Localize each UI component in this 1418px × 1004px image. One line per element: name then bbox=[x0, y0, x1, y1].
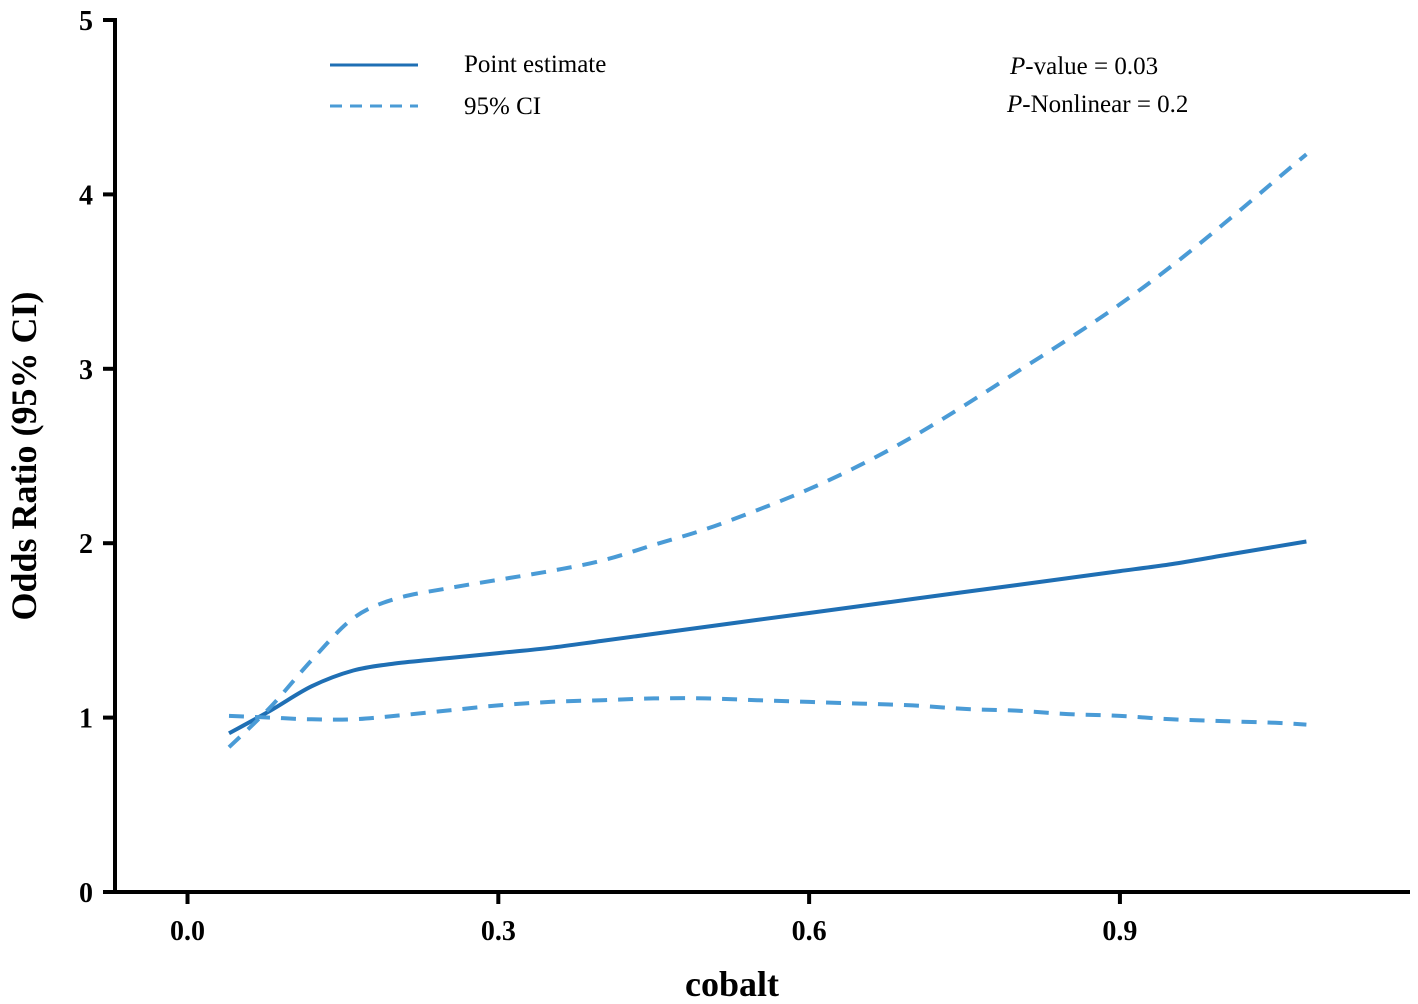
y-tick-label: 5 bbox=[79, 6, 93, 37]
annotations: P-value = 0.03 P-Nonlinear = 0.2 bbox=[1006, 53, 1188, 118]
x-tick-label: 0.3 bbox=[481, 916, 516, 947]
p-value-annotation: P-value = 0.03 bbox=[1009, 53, 1158, 80]
series-point-estimate-line bbox=[228, 539, 1307, 736]
axes bbox=[113, 18, 1410, 894]
x-tick-label: 0.6 bbox=[792, 916, 827, 947]
series-ci-upper-line bbox=[227, 152, 1308, 749]
y-tick-label: 4 bbox=[79, 180, 93, 211]
p-nonlinear-text: -Nonlinear = 0.2 bbox=[1022, 91, 1188, 118]
x-axis-title: cobalt bbox=[685, 964, 779, 1004]
p-value-text: -value = 0.03 bbox=[1025, 53, 1158, 80]
p-nonlinear-italic-p: P bbox=[1006, 91, 1022, 118]
ticks: 0 1 2 3 4 5 0.0 0.3 0.6 0.9 bbox=[79, 6, 1137, 947]
y-axis-title: Odds Ratio (95% CI) bbox=[4, 291, 44, 620]
y-tick-label: 1 bbox=[79, 704, 93, 735]
series-ci-lower-line bbox=[228, 696, 1307, 727]
y-tick-label: 0 bbox=[79, 878, 93, 909]
y-tick-label: 3 bbox=[79, 355, 93, 386]
x-tick-label: 0.0 bbox=[170, 916, 205, 947]
y-tick-label: 2 bbox=[79, 529, 93, 560]
series-lines bbox=[227, 152, 1308, 749]
x-tick-label: 0.9 bbox=[1102, 916, 1137, 947]
legend: Point estimate 95% CI bbox=[330, 51, 606, 120]
p-nonlinear-annotation: P-Nonlinear = 0.2 bbox=[1006, 91, 1188, 118]
legend-label-point-estimate: Point estimate bbox=[464, 51, 606, 78]
p-value-italic-p: P bbox=[1009, 53, 1025, 80]
legend-label-95-ci: 95% CI bbox=[464, 93, 541, 120]
